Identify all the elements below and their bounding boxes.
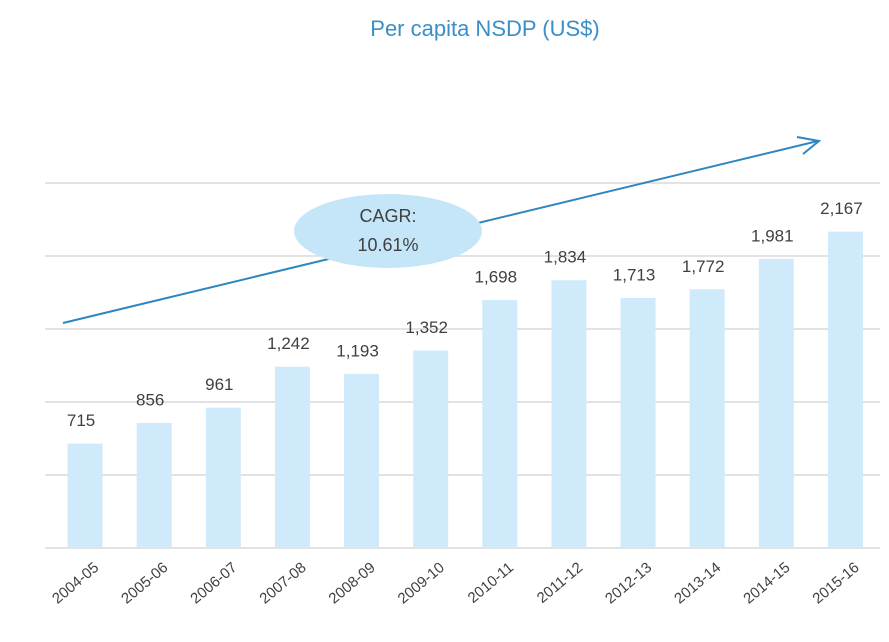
value-label: 1,242 <box>267 334 310 353</box>
bar <box>413 350 449 548</box>
bar <box>205 407 241 548</box>
x-tick-label: 2015-16 <box>809 559 862 607</box>
annotation: 10.61% <box>357 235 418 255</box>
bar <box>758 258 794 548</box>
x-tick-label: 2004-05 <box>49 559 102 607</box>
x-tick-label: 2008-09 <box>326 559 379 607</box>
value-label: 1,352 <box>405 318 448 337</box>
bar <box>482 300 518 548</box>
value-label: 1,713 <box>613 265 656 284</box>
value-label: 1,772 <box>682 257 725 276</box>
x-tick-label: 2007-08 <box>256 559 309 607</box>
x-tick-label: 2012-13 <box>602 559 655 607</box>
x-tick-label: 2014-15 <box>740 559 793 607</box>
bar <box>551 280 587 548</box>
value-label: 1,698 <box>475 268 518 287</box>
bar <box>136 423 172 548</box>
value-label: 961 <box>205 375 233 394</box>
value-label: 2,167 <box>820 199 863 218</box>
annotation-bubble <box>294 194 482 268</box>
value-label: 856 <box>136 391 164 410</box>
bar <box>344 373 380 548</box>
x-tick-label: 2009-10 <box>395 559 448 607</box>
annotation: CAGR: <box>359 206 416 226</box>
chart-title: Per capita NSDP (US$) <box>370 16 599 41</box>
bar <box>620 297 656 548</box>
value-label: 1,834 <box>544 248 587 267</box>
bar <box>67 443 103 548</box>
value-label: 1,981 <box>751 226 794 245</box>
x-tick-label: 2006-07 <box>187 559 240 607</box>
x-tick-label: 2005-06 <box>118 559 171 607</box>
bar <box>274 366 310 548</box>
value-label: 1,193 <box>336 341 379 360</box>
bar <box>827 231 863 549</box>
arrow-head <box>796 136 822 155</box>
x-tick-label: 2013-14 <box>671 559 724 607</box>
x-tick-label: 2010-11 <box>465 559 517 607</box>
bar <box>689 289 725 548</box>
value-label: 715 <box>67 411 95 430</box>
x-tick-label: 2011-12 <box>534 559 586 607</box>
